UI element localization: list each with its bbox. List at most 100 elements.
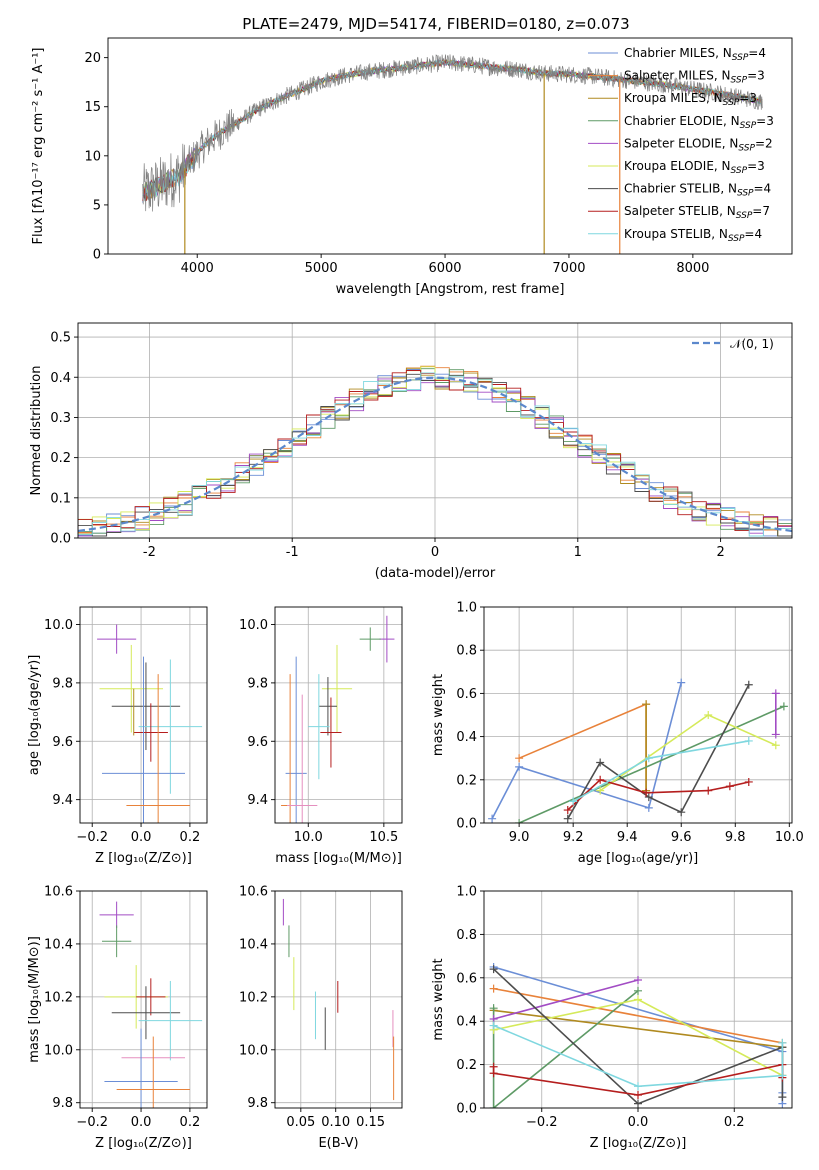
massweight-vs-Z-series-6-marker-0 (489, 965, 498, 974)
massweight-vs-age-xtick-label-5: 10.0 (775, 830, 804, 845)
mass-vs-Z-plot-area (99, 901, 203, 1108)
massweight-vs-age-series-6-marker-1 (596, 758, 605, 767)
age-vs-Z-xtick-label-2: 0.2 (180, 830, 201, 845)
mass-vs-Z-xlabel: Z [log₁₀(Z/Z⊙)] (95, 1136, 192, 1151)
legend-entry-base-2: Kroupa MILES, N (624, 91, 723, 105)
massweight-vs-Z-series-8-marker-1 (634, 1082, 642, 1091)
legend-entry-suffix-7: =7 (752, 204, 770, 218)
legend-entry-base-5: Kroupa ELODIE, N (624, 159, 731, 173)
massweight-vs-age-series-5 (599, 714, 777, 792)
age-vs-Z-ylabel: age [log₁₀(age/yr)] (27, 655, 42, 776)
massweight-vs-age-plot-area (488, 678, 788, 823)
mass-vs-EBV-frame (274, 890, 403, 1109)
massweight-vs-age-series-7 (567, 778, 749, 811)
spectrum-xtick-label-0: 4000 (181, 261, 214, 276)
age-vs-Z-xlabel: Z [log₁₀(Z/Z⊙)] (95, 851, 192, 866)
residuals-ytick-label-5: 0.5 (50, 331, 71, 346)
residual-hist-kroupa-stelib (78, 372, 792, 537)
massweight-vs-Z-series-3-marker-1 (489, 1104, 498, 1108)
massweight-vs-age-series-6-marker-3 (677, 808, 686, 817)
massweight-vs-age-series-5-marker-0 (596, 786, 605, 795)
massweight-vs-age-series-7-marker-2 (642, 788, 651, 797)
mass-vs-Z-xtick-label-1: 0.0 (131, 1115, 152, 1130)
massweight-vs-Z-series-3 (492, 990, 639, 1108)
mass-vs-Z-ytick-label-4: 10.6 (44, 885, 73, 900)
massweight-vs-age-ytick-label-4: 0.8 (456, 644, 477, 659)
age-vs-Z-plot-area (97, 624, 203, 823)
age-vs-mass-xtick-label-1: 10.5 (369, 830, 398, 845)
residuals-xtick-label-2: 0 (431, 545, 439, 560)
age-vs-Z-frame (79, 606, 208, 824)
spectrum-ylabel: Flux [fλ10⁻¹⁷ erg cm⁻² s⁻¹ A⁻¹] (31, 48, 46, 245)
spectrum-xtick-label-4: 8000 (676, 261, 709, 276)
massweight-vs-age-series-8-marker-0 (569, 797, 578, 806)
legend-entry-base-1: Salpeter MILES, N (624, 69, 731, 83)
massweight-vs-age-series-3-marker-0 (515, 819, 524, 823)
panel-mass-vs-EBV: 0.05 0.10 0.15 9.8 10.0 10.2 10.4 10.6 E(B-V) (239, 885, 403, 1151)
panel-residuals: 𝒩(0, 1) -2 -1 0 1 2 0.0 0.1 0.2 0.3 0.4 0.5 (data-mo… (29, 322, 793, 581)
age-vs-mass-ytick-label-2: 9.8 (247, 676, 268, 691)
legend-entry-sub-2: SSP (723, 98, 740, 108)
age-vs-mass-ytick-label-1: 9.6 (247, 735, 268, 750)
massweight-vs-Z-series-7-marker-1 (489, 1069, 498, 1078)
massweight-vs-age-series-6-marker-4 (744, 680, 753, 689)
mass-vs-EBV-xtick-label-2: 0.15 (356, 1115, 385, 1130)
massweight-vs-age-xtick-label-3: 9.6 (671, 830, 692, 845)
massweight-vs-age-series-8-marker-2 (744, 736, 753, 745)
massweight-vs-age-series-1-marker-0 (515, 754, 524, 763)
massweight-vs-Z-series-4 (493, 979, 639, 1020)
legend-entry-4: Salpeter ELODIE, NSSP=2 (624, 136, 773, 153)
massweight-vs-Z-series-4-marker-1 (634, 975, 642, 984)
legend-entry-suffix-4: =2 (755, 136, 773, 150)
residuals-ytick-label-3: 0.3 (50, 411, 71, 426)
massweight-vs-age-ytick-label-5: 1.0 (456, 601, 477, 616)
massweight-vs-Z-ytick-label-0: 0.0 (456, 1102, 477, 1117)
age-vs-Z-ytick-label-1: 9.6 (52, 735, 73, 750)
age-vs-Z-xtick-label-0: −0.2 (76, 830, 108, 845)
massweight-vs-age-series-7-marker-1 (596, 775, 605, 784)
legend-entry-suffix-5: =3 (747, 159, 765, 173)
panel-massweight-vs-age: 9.0 9.2 9.4 9.6 9.8 10.0 0.0 0.2 0.4 0.6 0.8 1.0 age… (431, 601, 804, 867)
residuals-xtick-label-3: 1 (574, 545, 582, 560)
massweight-vs-age-series-0-marker-1 (515, 762, 524, 771)
residuals-ytick-label-0: 0.0 (50, 532, 71, 547)
mass-vs-EBV-ytick-label-2: 10.2 (239, 990, 268, 1005)
panel-age-vs-mass: 10.0 10.5 9.4 9.6 9.8 10.0 mass [log₁₀(M/M⊙)] (239, 606, 403, 866)
legend-entry-sub-8: SSP (728, 234, 745, 244)
age-vs-Z-ytick-label-0: 9.4 (52, 793, 73, 808)
legend-entry-base-6: Chabrier STELIB, N (624, 182, 737, 196)
massweight-vs-Z-xtick-label-1: 0.0 (628, 1115, 649, 1130)
mass-vs-EBV-xtick-label-0: 0.05 (286, 1115, 315, 1130)
massweight-vs-age-ylabel: mass weight (431, 674, 446, 756)
massweight-vs-age-series-7-marker-0 (563, 806, 572, 815)
normal-curve (78, 376, 792, 533)
massweight-vs-age-ytick-label-2: 0.4 (456, 730, 477, 745)
massweight-vs-age-xtick-label-0: 9.0 (509, 830, 530, 845)
spectrum-ytick-label-0: 0 (93, 248, 101, 263)
legend-entry-base-8: Kroupa STELIB, N (624, 227, 728, 241)
mass-vs-Z-ytick-label-1: 10.0 (44, 1043, 73, 1058)
massweight-vs-age-series-6-marker-0 (563, 814, 572, 823)
massweight-vs-Z-series-8-marker-0 (489, 1021, 498, 1030)
spectrum-xlabel: wavelength [Angstrom, rest frame] (336, 282, 565, 297)
massweight-vs-Z-series-6-marker-1 (634, 1099, 642, 1108)
mass-vs-EBV-ytick-label-0: 9.8 (247, 1096, 268, 1111)
massweight-vs-Z-series-2 (493, 1009, 783, 1048)
massweight-vs-age-xtick-label-1: 9.2 (563, 830, 584, 845)
massweight-vs-age-series-6-marker-2 (644, 793, 653, 802)
massweight-vs-age-series-4-marker-0 (771, 689, 780, 698)
mass-vs-EBV-ytick-label-4: 10.6 (239, 885, 268, 900)
age-vs-mass-ytick-label-3: 10.0 (239, 618, 268, 633)
panel-massweight-vs-Z: −0.2 0.0 0.2 0.0 0.2 0.4 0.6 0.8 1.0 Z [log₁₀(Z/Z… (431, 885, 793, 1151)
mass-vs-EBV-plot-area (282, 898, 395, 1101)
legend-entry-suffix-1: =3 (747, 69, 765, 83)
mass-vs-Z-ytick-label-2: 10.2 (44, 990, 73, 1005)
spectrum-ytick-label-4: 20 (84, 51, 101, 66)
legend-entry-5: Kroupa ELODIE, NSSP=3 (624, 159, 765, 176)
age-vs-Z-xtick-label-1: 0.0 (131, 830, 152, 845)
massweight-vs-age-series-4-marker-1 (771, 730, 780, 739)
legend-entry-suffix-3: =3 (756, 114, 774, 128)
massweight-vs-age-series-7-marker-5 (744, 777, 753, 786)
legend-entry-suffix-2: =3 (739, 91, 757, 105)
massweight-vs-age-xtick-label-2: 9.4 (617, 830, 638, 845)
